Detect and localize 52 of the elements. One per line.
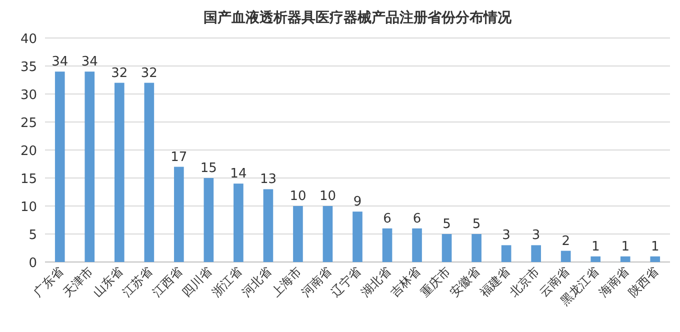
chart-title: 国产血液透析器具医疗器械产品注册省份分布情况 (204, 9, 512, 26)
data-label: 17 (170, 150, 188, 165)
bar (84, 72, 95, 262)
y-tick-label: 5 (28, 228, 37, 243)
data-label: 10 (290, 189, 306, 204)
data-label: 6 (383, 211, 392, 226)
bar (144, 82, 154, 262)
data-label: 1 (650, 239, 660, 254)
bar (501, 245, 512, 262)
bar (322, 206, 333, 262)
y-tick-label: 15 (20, 172, 37, 187)
bar (382, 228, 392, 262)
data-label: 32 (140, 66, 158, 81)
data-label: 3 (502, 228, 510, 244)
bar (234, 184, 244, 262)
data-label: 1 (621, 239, 630, 254)
data-label: 14 (230, 166, 247, 182)
bar (620, 256, 630, 262)
bar (650, 256, 660, 262)
bar (472, 234, 482, 262)
y-tick-label: 0 (28, 256, 37, 271)
bar (352, 212, 362, 262)
bar (590, 256, 601, 262)
y-tick-label: 40 (20, 32, 37, 47)
data-label: 3 (532, 228, 540, 244)
bar (531, 245, 541, 262)
bar (293, 206, 303, 262)
data-label: 5 (442, 217, 451, 232)
bar (174, 166, 184, 262)
data-label: 34 (52, 54, 68, 70)
bar (560, 250, 571, 262)
data-label: 2 (562, 234, 570, 249)
data-label: 10 (319, 189, 336, 204)
bar (114, 82, 124, 262)
data-label: 13 (260, 172, 276, 188)
bar (204, 178, 214, 262)
data-label: 15 (200, 161, 217, 176)
y-tick-label: 10 (20, 200, 37, 215)
data-label: 32 (111, 66, 128, 81)
y-tick-label: 35 (20, 60, 37, 75)
data-label: 34 (81, 54, 98, 70)
bar (412, 228, 422, 262)
data-label: 1 (591, 239, 600, 254)
data-label: 6 (412, 211, 422, 226)
bar (54, 72, 65, 262)
y-tick-label: 25 (20, 116, 37, 131)
bar (442, 234, 452, 262)
y-tick-label: 20 (20, 144, 37, 159)
bar (263, 189, 274, 262)
data-label: 9 (353, 194, 362, 210)
y-tick-label: 30 (20, 88, 37, 103)
data-label: 5 (472, 217, 481, 232)
